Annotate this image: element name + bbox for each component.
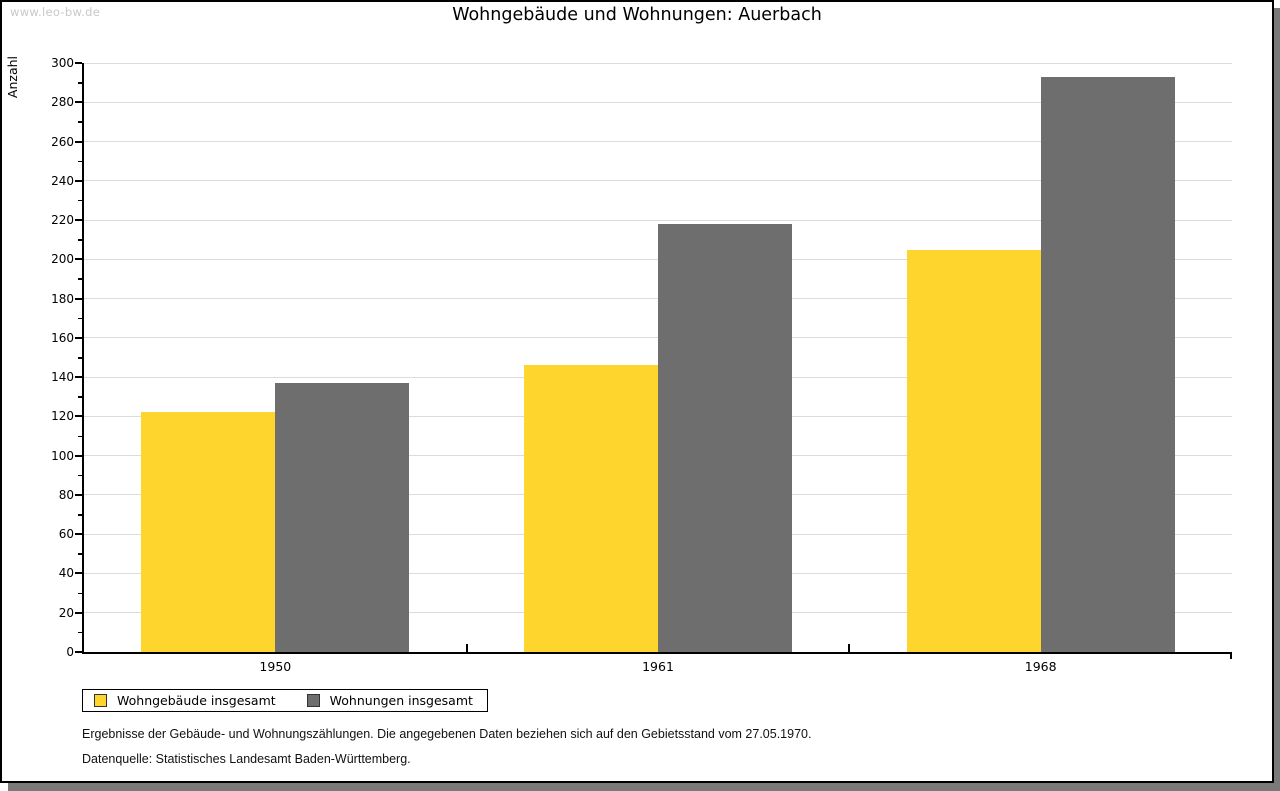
y-minor-tick [78,239,82,241]
y-axis-tick-label: 60 [58,527,74,542]
footnote-block: Ergebnisse der Gebäude- und Wohnungszähl… [82,727,811,777]
x-group-tick [848,644,851,652]
y-minor-tick [78,82,82,84]
x-group-tick [465,644,468,652]
y-major-tick [75,62,82,64]
legend-label: Wohngebäude insgesamt [117,693,276,708]
y-major-tick [75,533,82,536]
y-gridline [84,180,1232,182]
bar-1950-wohngebaeude [141,412,276,652]
y-minor-tick [78,514,82,516]
legend: Wohngebäude insgesamt Wohnungen insgesamt [82,689,488,712]
y-major-tick [75,258,82,261]
y-major-tick [75,376,82,379]
bar-1961-wohngebaeude [524,365,658,652]
y-minor-tick [78,553,82,555]
x-axis-label: 1950 [259,659,292,674]
y-axis-tick-label: 140 [51,370,74,385]
x-axis-label: 1968 [1024,659,1057,674]
y-minor-tick [78,317,82,320]
footnote-line: Datenquelle: Statistisches Landesamt Bad… [82,752,411,766]
chart-title: Wohngebäude und Wohnungen: Auerbach [452,5,822,25]
y-gridline [84,101,1232,103]
y-gridline [84,141,1232,143]
y-axis-tick-label: 200 [51,252,74,267]
y-axis-tick-label: 100 [51,448,74,463]
y-axis-title: Anzahl [5,56,20,99]
watermark: www.leo-bw.de [10,5,101,19]
y-minor-tick [78,357,82,359]
y-minor-tick [78,160,82,163]
plot-area: 0 20 40 60 80 100 120 140 160 180 200 220 240 260 280 3… [51,56,1232,674]
legend-entry: Wohngebäude insgesamt [94,693,276,708]
y-minor-tick [78,474,82,477]
x-axis-label: 1961 [642,659,674,674]
legend-swatch-wohnungen [306,694,320,707]
y-major-tick [75,336,82,339]
y-minor-tick [78,278,82,280]
y-axis-tick-label: 40 [58,566,74,581]
y-gridline [84,62,1232,64]
y-axis-tick-label: 160 [51,330,74,345]
y-major-tick [75,101,82,104]
y-axis-tick-label: 280 [51,95,74,110]
y-axis-tick-label: 180 [51,291,74,306]
y-axis-tick-label: 20 [58,605,74,620]
y-major-tick [75,572,82,575]
y-axis-tick-label: 120 [51,409,74,424]
y-axis-tick-label: 300 [51,56,74,70]
footnote-line: Ergebnisse der Gebäude- und Wohnungszähl… [82,727,812,741]
legend-swatch-wohngebaeude [94,694,107,707]
y-minor-tick [78,435,82,438]
bar-1968-wohnungen [1040,76,1175,652]
y-major-tick [75,493,82,496]
y-major-tick [75,611,82,614]
y-axis-tick-label: 0 [66,645,74,659]
y-major-tick [75,297,82,300]
bar-1950-wohnungen [275,383,410,652]
y-major-tick [75,140,82,143]
y-gridline [84,219,1232,221]
y-axis-tick-label: 260 [51,134,74,149]
y-major-tick [75,219,82,222]
y-axis-tick-label: 220 [51,213,74,228]
legend-label: Wohnungen insgesamt [329,693,473,708]
y-minor-tick [78,631,82,634]
y-axis-tick-label: 80 [58,487,74,502]
y-major-tick [75,179,82,182]
y-minor-tick [78,199,82,202]
bar-1961-wohnungen [658,223,792,652]
y-major-tick [75,415,82,418]
y-minor-tick [78,592,82,595]
y-major-tick [75,651,82,653]
y-axis-tick-label: 240 [51,173,74,188]
bar-1968-wohngebaeude [906,249,1041,652]
y-major-tick [75,454,82,457]
y-minor-tick [78,121,82,123]
x-axis-end-tick [1230,654,1232,659]
legend-entry: Wohnungen insgesamt [306,693,473,708]
y-minor-tick [78,396,82,398]
